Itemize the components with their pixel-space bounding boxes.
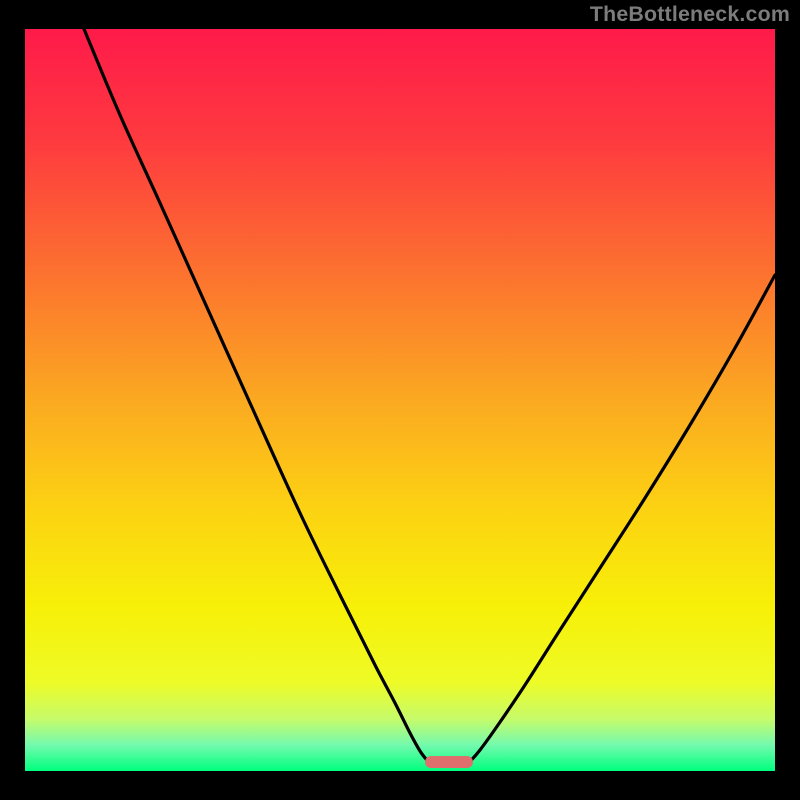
- optimal-marker: [425, 756, 473, 768]
- watermark-text: TheBottleneck.com: [590, 2, 790, 27]
- plot-background: [25, 29, 775, 771]
- bottleneck-chart: [0, 0, 800, 800]
- chart-frame: TheBottleneck.com: [0, 0, 800, 800]
